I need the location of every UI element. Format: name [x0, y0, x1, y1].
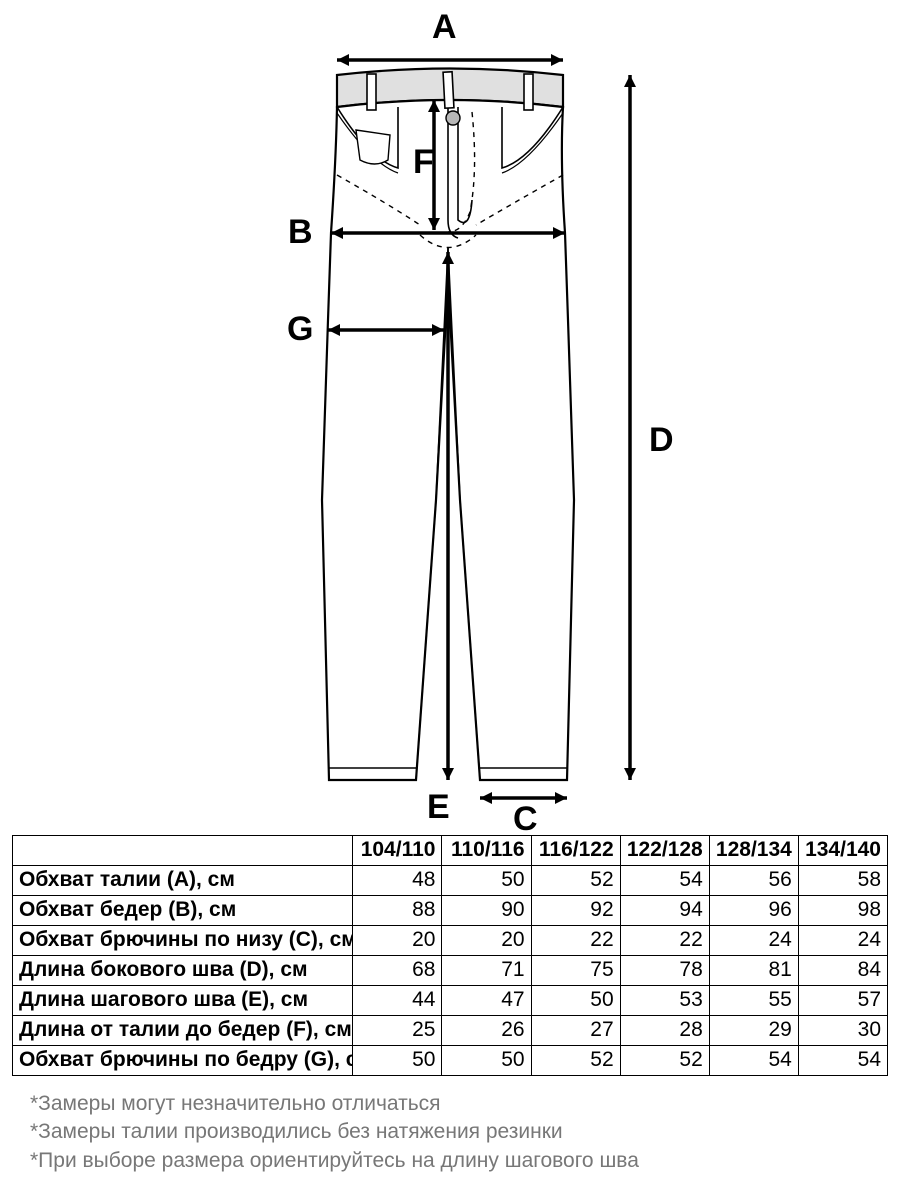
- table-row: Длина от талии до бедер (F), см252627282…: [13, 1016, 888, 1046]
- col-0: 104/110: [353, 836, 442, 866]
- row-label: Обхват брючины по низу (C), см: [13, 926, 353, 956]
- cell: 96: [709, 896, 798, 926]
- cell: 78: [620, 956, 709, 986]
- label-c: C: [513, 802, 538, 836]
- label-d: D: [649, 423, 674, 457]
- row-label: Длина бокового шва (D), см: [13, 956, 353, 986]
- cell: 54: [709, 1046, 798, 1076]
- cell: 58: [798, 866, 887, 896]
- table-header-row: 104/110 110/116 116/122 122/128 128/134 …: [13, 836, 888, 866]
- cell: 88: [353, 896, 442, 926]
- row-label: Обхват брючины по бедру (G), см: [13, 1046, 353, 1076]
- table-row: Длина шагового шва (E), см444750535557: [13, 986, 888, 1016]
- cell: 30: [798, 1016, 887, 1046]
- label-g: G: [287, 312, 313, 346]
- size-table: 104/110 110/116 116/122 122/128 128/134 …: [12, 835, 888, 1076]
- col-1: 110/116: [442, 836, 531, 866]
- row-label: Обхват талии (A), см: [13, 866, 353, 896]
- note-line: *При выборе размера ориентируйтесь на дл…: [30, 1147, 870, 1175]
- cell: 90: [442, 896, 531, 926]
- col-5: 134/140: [798, 836, 887, 866]
- col-2: 116/122: [531, 836, 620, 866]
- page: A B G F D E C 104/110 110/116 116/122 12…: [0, 0, 900, 1200]
- cell: 50: [442, 1046, 531, 1076]
- note-line: *Замеры талии производились без натяжени…: [30, 1118, 870, 1146]
- col-3: 122/128: [620, 836, 709, 866]
- table-row: Обхват брючины по бедру (G), см505052525…: [13, 1046, 888, 1076]
- label-b: B: [288, 215, 313, 249]
- row-label: Длина шагового шва (E), см: [13, 986, 353, 1016]
- cell: 53: [620, 986, 709, 1016]
- cell: 50: [442, 866, 531, 896]
- row-label: Длина от талии до бедер (F), см: [13, 1016, 353, 1046]
- cell: 26: [442, 1016, 531, 1046]
- table-row: Обхват бедер (B), см889092949698: [13, 896, 888, 926]
- cell: 52: [531, 1046, 620, 1076]
- cell: 98: [798, 896, 887, 926]
- pants-svg: [0, 0, 900, 835]
- cell: 55: [709, 986, 798, 1016]
- cell: 54: [798, 1046, 887, 1076]
- cell: 25: [353, 1016, 442, 1046]
- label-a: A: [432, 10, 457, 44]
- table-row: Обхват талии (A), см485052545658: [13, 866, 888, 896]
- cell: 57: [798, 986, 887, 1016]
- table-row: Длина бокового шва (D), см687175788184: [13, 956, 888, 986]
- cell: 22: [531, 926, 620, 956]
- row-label: Обхват бедер (B), см: [13, 896, 353, 926]
- cell: 56: [709, 866, 798, 896]
- cell: 84: [798, 956, 887, 986]
- cell: 71: [442, 956, 531, 986]
- cell: 22: [620, 926, 709, 956]
- coin-pocket: [356, 130, 390, 164]
- table-row: Обхват брючины по низу (C), см2020222224…: [13, 926, 888, 956]
- cell: 52: [531, 866, 620, 896]
- notes: *Замеры могут незначительно отличаться *…: [30, 1090, 870, 1175]
- cell: 92: [531, 896, 620, 926]
- cell: 47: [442, 986, 531, 1016]
- cell: 44: [353, 986, 442, 1016]
- col-4: 128/134: [709, 836, 798, 866]
- cell: 68: [353, 956, 442, 986]
- header-empty: [13, 836, 353, 866]
- cell: 29: [709, 1016, 798, 1046]
- cell: 54: [620, 866, 709, 896]
- cell: 28: [620, 1016, 709, 1046]
- label-e: E: [427, 790, 450, 824]
- cell: 52: [620, 1046, 709, 1076]
- cell: 20: [442, 926, 531, 956]
- note-line: *Замеры могут незначительно отличаться: [30, 1090, 870, 1118]
- cell: 94: [620, 896, 709, 926]
- cell: 27: [531, 1016, 620, 1046]
- label-f: F: [413, 145, 434, 179]
- cell: 24: [798, 926, 887, 956]
- cell: 75: [531, 956, 620, 986]
- pants-button-icon: [446, 111, 460, 125]
- cell: 50: [353, 1046, 442, 1076]
- cell: 50: [531, 986, 620, 1016]
- cell: 81: [709, 956, 798, 986]
- cell: 20: [353, 926, 442, 956]
- cell: 24: [709, 926, 798, 956]
- pants-diagram: A B G F D E C: [0, 0, 900, 835]
- size-table-body: Обхват талии (A), см485052545658Обхват б…: [13, 866, 888, 1076]
- cell: 48: [353, 866, 442, 896]
